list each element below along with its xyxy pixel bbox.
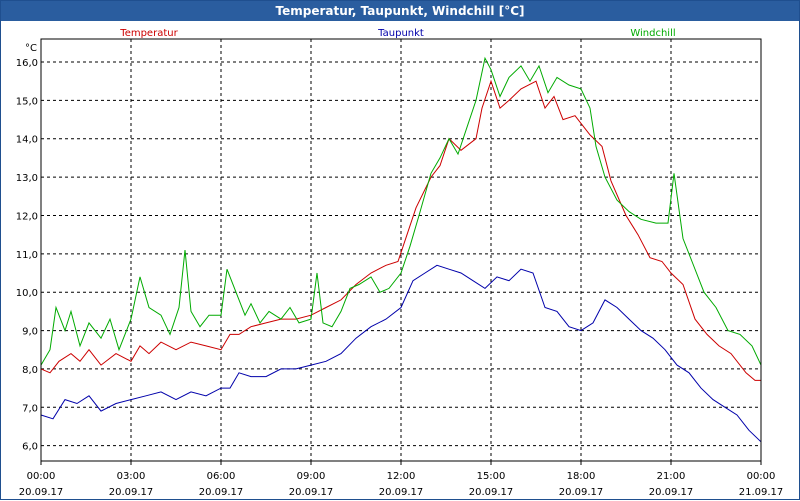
x-tick-date: 20.09.17 [379,487,424,498]
x-tick-time: 15:00 [477,471,506,482]
y-tick-label: 10,0 [16,288,38,299]
x-tick-time: 21:00 [657,471,686,482]
y-tick-label: 12,0 [16,211,38,222]
series-line-taupunkt [40,264,762,443]
x-tick-time: 09:00 [297,471,326,482]
x-tick-time: 00:00 [747,471,776,482]
series-line-temperatur [40,79,761,381]
x-tick-date: 20.09.17 [109,487,154,498]
x-tick-date: 20.09.17 [559,487,604,498]
chart-title: Temperatur, Taupunkt, Windchill [°C] [1,1,799,21]
y-tick-label: 9,0 [22,327,38,338]
y-tick-label: 14,0 [16,135,38,146]
y-axis-label: °C [25,43,37,54]
legend-windchill: Windchill [630,28,675,39]
legend-taupunkt: Taupunkt [377,28,424,39]
y-tick-label: 6,0 [22,442,38,453]
x-tick-date: 20.09.17 [19,487,64,498]
y-tick-label: 13,0 [16,173,38,184]
x-tick-time: 06:00 [207,471,236,482]
plot-border [40,38,762,462]
x-tick-time: 18:00 [567,471,596,482]
legend-temperatur: Temperatur [119,28,178,39]
x-tick-date: 20.09.17 [649,487,694,498]
y-tick-label: 11,0 [16,250,38,261]
y-tick-label: 15,0 [16,96,38,107]
y-tick-label: 16,0 [16,58,38,69]
series-line-windchill [40,56,762,366]
x-tick-time: 03:00 [117,471,146,482]
x-tick-date: 20.09.17 [199,487,244,498]
x-tick-date: 20.09.17 [469,487,514,498]
x-tick-time: 00:00 [27,471,56,482]
y-tick-label: 8,0 [22,365,38,376]
y-tick-label: 7,0 [22,403,38,414]
x-tick-time: 12:00 [387,471,416,482]
x-tick-date: 20.09.17 [289,487,334,498]
x-tick-date: 21.09.17 [739,487,784,498]
